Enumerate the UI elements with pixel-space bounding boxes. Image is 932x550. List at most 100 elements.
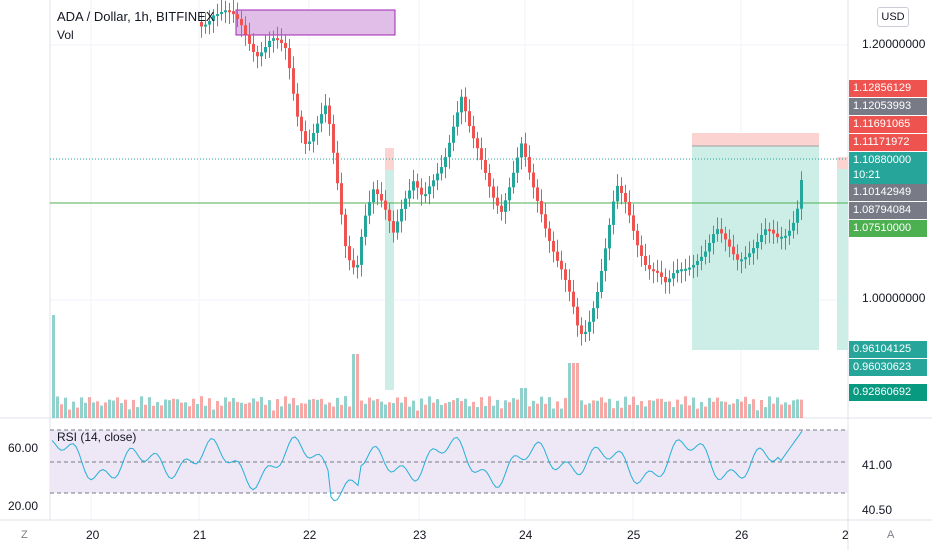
candle [520,143,523,158]
volume-bar [440,404,443,418]
volume-bar [580,400,583,418]
timezone-button[interactable]: Z [21,529,28,541]
volume-bar [584,404,587,418]
volume-bar [744,396,747,418]
volume-bar [108,399,111,418]
volume-bar [384,404,387,418]
volume-bar [144,404,147,418]
candle [640,245,643,256]
volume-bar [424,404,427,418]
currency-button[interactable]: USD [877,7,909,27]
candle [528,157,531,173]
time-tick: 20 [86,528,100,542]
candle [508,187,511,201]
candle [232,11,235,15]
volume-bar [268,400,271,418]
candle [296,93,299,117]
candle [724,233,727,240]
volume-bar [488,396,491,418]
short-position-stop-zone[interactable] [692,133,819,146]
volume-bar [560,408,563,418]
price-label: 1.10142949 [849,184,927,201]
volume-bar [272,410,275,418]
volume-bar [504,400,507,418]
volume-bar [140,396,143,418]
volume-indicator-label[interactable]: Vol [57,28,74,42]
volume-bar [660,398,663,418]
volume-bar [780,404,783,418]
volume-bar [80,397,83,418]
volume-bar [480,397,483,418]
small-position-target [385,170,394,390]
candle [592,308,595,322]
time-tick: 26 [735,528,749,542]
volume-bar [416,410,419,418]
volume-bar [276,399,279,418]
volume-bar [776,397,779,418]
candle [512,172,515,188]
volume-bar [436,399,439,418]
volume-bar [704,406,707,418]
volume-bar [212,409,215,418]
candle [428,186,431,195]
candle [612,201,615,225]
price-label: 1.11171972 [849,134,927,151]
candle [348,246,351,261]
volume-bar [52,315,55,418]
volume-bar [64,397,67,418]
volume-bar [648,400,651,418]
candle [488,172,491,187]
volume-bar [156,402,159,418]
volume-bar [120,403,123,418]
candle [472,126,475,139]
candle [444,157,447,168]
candle [492,186,495,198]
candle [340,183,343,215]
volume-bar [164,399,167,418]
volume-bar [604,402,607,418]
rsi-indicator-label[interactable]: RSI (14, close) [57,430,137,444]
volume-bar [676,399,679,418]
volume-bar [476,407,479,418]
candle [784,235,787,238]
volume-bar [600,397,603,418]
candle [700,256,703,261]
volume-bar [292,398,295,418]
volume-bar [652,400,655,418]
rsi-left-tick: 20.00 [8,499,39,513]
time-tick: 24 [519,528,533,542]
price-label: 1.08794084 [849,202,927,219]
volume-bar [152,405,155,418]
volume-bar [188,406,191,418]
candle [320,114,323,124]
volume-bar [60,404,63,418]
candle [456,112,459,127]
volume-bar [568,363,571,418]
candle [760,234,763,243]
volume-bar [332,406,335,418]
volume-bar [496,399,499,418]
supply-zone-box[interactable] [235,9,396,36]
candle [540,200,543,215]
candle [216,14,219,17]
candle [660,272,663,277]
volume-bar [316,399,319,418]
candle [376,189,379,195]
volume-bar [624,396,627,418]
price-label: 1.07510000 [849,220,927,237]
candle [576,306,579,326]
price-label: 1.12856129 [849,80,927,97]
volume-bar [244,403,247,418]
volume-bar [84,402,87,418]
volume-bar [520,388,523,418]
candle [600,270,603,292]
symbol-title[interactable]: ADA / Dollar, 1h, BITFINEX [57,9,215,24]
volume-bar [712,401,715,418]
time-tick: 21 [193,528,207,542]
short-position-target-zone[interactable] [692,146,819,350]
auto-scale-button[interactable]: A [887,529,895,541]
candle [268,40,271,48]
candle [436,173,439,181]
volume-bar [136,407,139,418]
